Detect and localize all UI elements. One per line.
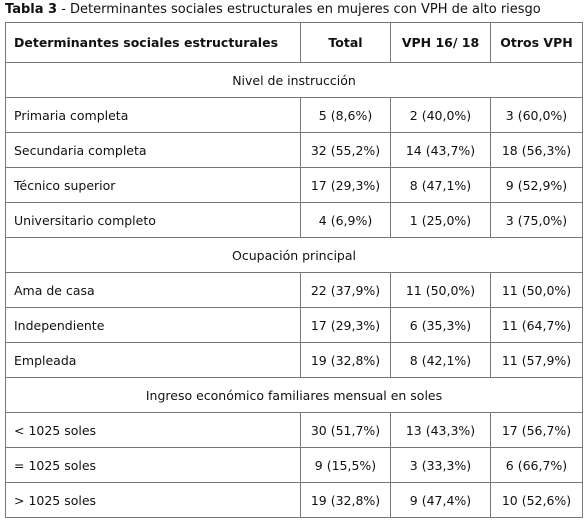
section-row: Ingreso económico familiares mensual en … bbox=[5, 377, 583, 413]
cell: 3 (33,3%) bbox=[390, 447, 491, 483]
row-label: Primaria completa bbox=[5, 97, 301, 133]
cell: 11 (50,0%) bbox=[490, 272, 583, 308]
header-cell: VPH 16/ 18 bbox=[390, 22, 491, 63]
cell: 32 (55,2%) bbox=[300, 132, 391, 168]
header-row: Determinantes sociales estructurales Tota… bbox=[5, 22, 583, 63]
cell: 2 (40,0%) bbox=[390, 97, 491, 133]
cell: 11 (64,7%) bbox=[490, 307, 583, 343]
data-row: > 1025 soles 19 (32,8%) 9 (47,4%) 10 (52,6%… bbox=[5, 482, 583, 518]
header-cell: Determinantes sociales estructurales bbox=[5, 22, 301, 63]
cell: 9 (47,4%) bbox=[390, 482, 491, 518]
data-row: Primaria completa 5 (8,6%) 2 (40,0%) 3 (60,… bbox=[5, 97, 583, 133]
cell: 11 (50,0%) bbox=[390, 272, 491, 308]
cell: 3 (60,0%) bbox=[490, 97, 583, 133]
data-row: Ama de casa 22 (37,9%) 11 (50,0%) 11 (50,0%… bbox=[5, 272, 583, 308]
data-row: Empleada 19 (32,8%) 8 (42,1%) 11 (57,9%) bbox=[5, 342, 583, 378]
row-label: Universitario completo bbox=[5, 202, 301, 238]
cell: 1 (25,0%) bbox=[390, 202, 491, 238]
cell: 3 (75,0%) bbox=[490, 202, 583, 238]
row-label: = 1025 soles bbox=[5, 447, 301, 483]
row-label: Secundaria completa bbox=[5, 132, 301, 168]
section-title: Ingreso económico familiares mensual en … bbox=[5, 377, 583, 413]
cell: 10 (52,6%) bbox=[490, 482, 583, 518]
cell: 13 (43,3%) bbox=[390, 412, 491, 448]
cell: 18 (56,3%) bbox=[490, 132, 583, 168]
cell: 8 (42,1%) bbox=[390, 342, 491, 378]
cell: 6 (66,7%) bbox=[490, 447, 583, 483]
section-title: Nivel de instrucción bbox=[5, 62, 583, 98]
data-row: = 1025 soles 9 (15,5%) 3 (33,3%) 6 (66,7%) bbox=[5, 447, 583, 483]
cell: 5 (8,6%) bbox=[300, 97, 391, 133]
section-row: Ocupación principal bbox=[5, 237, 583, 273]
row-label: Ama de casa bbox=[5, 272, 301, 308]
row-label: Independiente bbox=[5, 307, 301, 343]
cell: 17 (56,7%) bbox=[490, 412, 583, 448]
caption-text: - Determinantes sociales estructurales e… bbox=[61, 2, 541, 17]
cell: 4 (6,9%) bbox=[300, 202, 391, 238]
header-cell: Otros VPH bbox=[490, 22, 583, 63]
cell: 30 (51,7%) bbox=[300, 412, 391, 448]
cell: 17 (29,3%) bbox=[300, 167, 391, 203]
header-cell: Total bbox=[300, 22, 391, 63]
cell: 19 (32,8%) bbox=[300, 482, 391, 518]
cell: 19 (32,8%) bbox=[300, 342, 391, 378]
data-row: < 1025 soles 30 (51,7%) 13 (43,3%) 17 (56,7… bbox=[5, 412, 583, 448]
section-row: Nivel de instrucción bbox=[5, 62, 583, 98]
cell: 14 (43,7%) bbox=[390, 132, 491, 168]
row-label: Técnico superior bbox=[5, 167, 301, 203]
cell: 22 (37,9%) bbox=[300, 272, 391, 308]
row-label: > 1025 soles bbox=[5, 482, 301, 518]
data-row: Secundaria completa 32 (55,2%) 14 (43,7%) 1… bbox=[5, 132, 583, 168]
section-title: Ocupación principal bbox=[5, 237, 583, 273]
cell: 8 (47,1%) bbox=[390, 167, 491, 203]
cell: 6 (35,3%) bbox=[390, 307, 491, 343]
data-row: Técnico superior 17 (29,3%) 8 (47,1%) 9 (52… bbox=[5, 167, 583, 203]
row-label: Empleada bbox=[5, 342, 301, 378]
caption-label: Tabla 3 bbox=[5, 2, 58, 17]
cell: 11 (57,9%) bbox=[490, 342, 583, 378]
caption: Tabla 3 - Determinantes sociales estruct… bbox=[5, 2, 541, 17]
cell: 9 (15,5%) bbox=[300, 447, 391, 483]
data-row: Independiente 17 (29,3%) 6 (35,3%) 11 (64,7… bbox=[5, 307, 583, 343]
row-label: < 1025 soles bbox=[5, 412, 301, 448]
cell: 17 (29,3%) bbox=[300, 307, 391, 343]
table: Determinantes sociales estructurales Tota… bbox=[5, 22, 583, 518]
cell: 9 (52,9%) bbox=[490, 167, 583, 203]
data-row: Universitario completo 4 (6,9%) 1 (25,0%) 3… bbox=[5, 202, 583, 238]
